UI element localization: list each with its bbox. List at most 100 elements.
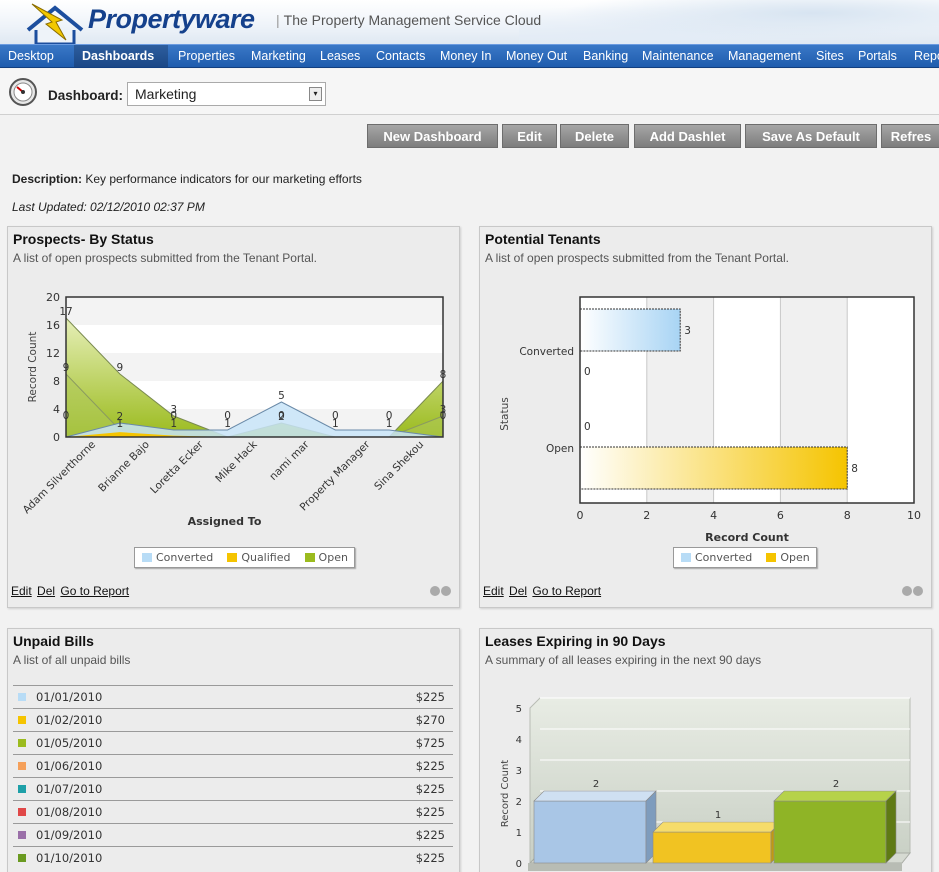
x-axis-label: Record Count — [705, 531, 789, 544]
del-link[interactable]: Del — [509, 584, 528, 598]
dashlet-subtitle: A list of open prospects submitted from … — [13, 251, 317, 265]
edit-button[interactable]: Edit — [502, 124, 557, 148]
description-label: Description: — [12, 172, 83, 186]
x-tick-label: 10 — [907, 509, 921, 522]
data-label: 2 — [278, 411, 285, 423]
go-to-report-link[interactable]: Go to Report — [532, 584, 602, 598]
dashlet-scroll-arrows[interactable] — [901, 585, 925, 596]
dashlet-title: Leases Expiring in 90 Days — [485, 633, 666, 649]
bill-row[interactable]: 01/02/2010 $270 — [13, 708, 453, 731]
data-label: 0 — [278, 410, 285, 422]
y-category-label: Converted — [519, 346, 574, 358]
save-as-default-button[interactable]: Save As Default — [745, 124, 877, 148]
bill-color-swatch — [18, 693, 26, 701]
data-label: 9 — [63, 362, 70, 374]
x-category-label: Brianne Bajo — [96, 439, 152, 495]
nav-tab-money-out[interactable]: Money Out — [506, 49, 568, 63]
data-label: 0 — [170, 410, 177, 422]
data-label: 0 — [386, 410, 393, 422]
y-tick-label: 20 — [46, 291, 60, 304]
x-tick-label: 2 — [643, 509, 650, 522]
bill-date: 01/09/2010 — [36, 828, 103, 842]
nav-tab-portals[interactable]: Portals — [858, 49, 897, 63]
y-axis-label: Record Count — [27, 332, 39, 403]
bill-row[interactable]: 01/05/2010 $725 — [13, 731, 453, 754]
nav-tab-money-in[interactable]: Money In — [440, 49, 492, 63]
chart-floor-edge — [528, 863, 902, 871]
scroll-right-icon[interactable] — [913, 586, 923, 596]
bar-front — [773, 800, 887, 864]
converted-area-series — [65, 401, 444, 438]
data-label: 0 — [440, 410, 447, 422]
x-category-label: Loretta Ecker — [148, 438, 206, 496]
nav-tab-leases[interactable]: Leases — [320, 49, 361, 63]
legend-label: Qualified — [241, 551, 291, 564]
y-tick-label: 4 — [516, 735, 522, 746]
legend-label: Open — [780, 551, 810, 564]
bill-color-swatch — [18, 716, 26, 724]
edit-link[interactable]: Edit — [483, 584, 504, 598]
data-label: 1 — [117, 418, 124, 430]
data-label: 2 — [593, 779, 599, 790]
nav-tab-desktop[interactable]: Desktop — [8, 49, 54, 63]
bill-row[interactable]: 01/07/2010 $225 — [13, 777, 453, 800]
open-bar — [579, 446, 848, 490]
del-link[interactable]: Del — [37, 584, 56, 598]
bill-row[interactable]: 01/09/2010 $225 — [13, 823, 453, 846]
dropdown-arrow-icon[interactable]: ▾ — [309, 87, 322, 101]
dashboard-select[interactable]: Marketing ▾ — [127, 82, 326, 106]
go-to-report-link[interactable]: Go to Report — [60, 584, 130, 598]
dashlet-title: Unpaid Bills — [13, 633, 94, 649]
dashboard-select-value: Marketing — [135, 86, 197, 102]
scroll-left-icon[interactable] — [902, 586, 912, 596]
delete-button[interactable]: Delete — [560, 124, 629, 148]
nav-tab-banking[interactable]: Banking — [583, 49, 629, 63]
data-label: 3 — [170, 404, 177, 416]
data-label: 3 — [684, 325, 691, 337]
nav-tab-sites[interactable]: Sites — [816, 49, 844, 63]
scroll-right-icon[interactable] — [441, 586, 451, 596]
dashboard-label: Dashboard: — [48, 88, 124, 103]
bill-date: 01/05/2010 — [36, 736, 103, 750]
add-dashlet-button[interactable]: Add Dashlet — [634, 124, 741, 148]
data-label: 8 — [440, 369, 447, 381]
bill-amount: $725 — [415, 736, 445, 750]
legend-label: Converted — [695, 551, 753, 564]
bill-row[interactable]: 01/01/2010 $225 — [13, 685, 453, 708]
y-axis-label: Status — [499, 397, 511, 430]
x-category-label: Sina Shekou — [372, 439, 426, 493]
nav-tab-dashboards[interactable]: Dashboards — [74, 45, 168, 67]
bar-top — [652, 821, 782, 833]
description-text: Key performance indicators for our marke… — [85, 172, 362, 186]
dashboard-description: Description: Key performance indicators … — [12, 172, 362, 186]
nav-tab-management[interactable]: Management — [728, 49, 801, 63]
nav-tab-properties[interactable]: Properties — [178, 49, 235, 63]
bill-row[interactable]: 01/10/2010 $225 — [13, 846, 453, 869]
refres-button[interactable]: Refres — [881, 124, 939, 148]
data-label: 2 — [117, 411, 124, 423]
nav-tab-maintenance[interactable]: Maintenance — [642, 49, 714, 63]
x-tick-label: 8 — [844, 509, 851, 522]
edit-link[interactable]: Edit — [11, 584, 32, 598]
bar-front — [652, 831, 772, 864]
bill-amount: $270 — [415, 713, 445, 727]
main-nav: Desktop Dashboards Properties Marketing Leas… — [0, 44, 939, 68]
bill-row[interactable]: 01/06/2010 $225 — [13, 754, 453, 777]
y-axis-label: Record Count — [500, 760, 511, 828]
propertyware-logo-icon[interactable] — [22, 0, 88, 44]
data-label: 2 — [833, 779, 839, 790]
bill-color-swatch — [18, 762, 26, 770]
nav-tab-contacts[interactable]: Contacts — [376, 49, 426, 63]
scroll-left-icon[interactable] — [430, 586, 440, 596]
dashlet-scroll-arrows[interactable] — [429, 585, 453, 596]
data-label: 1 — [715, 810, 721, 821]
bill-amount: $225 — [415, 782, 445, 796]
legend-swatch-converted — [142, 553, 152, 562]
nav-tab-marketing[interactable]: Marketing — [251, 49, 306, 63]
new-dashboard-button[interactable]: New Dashboard — [367, 124, 498, 148]
nav-tab-repo[interactable]: Repo — [914, 49, 939, 63]
data-label: 9 — [117, 362, 124, 374]
prospects-legend: Converted Qualified Open — [134, 547, 355, 568]
x-tick-label: 6 — [777, 509, 784, 522]
bill-row[interactable]: 01/08/2010 $225 — [13, 800, 453, 823]
